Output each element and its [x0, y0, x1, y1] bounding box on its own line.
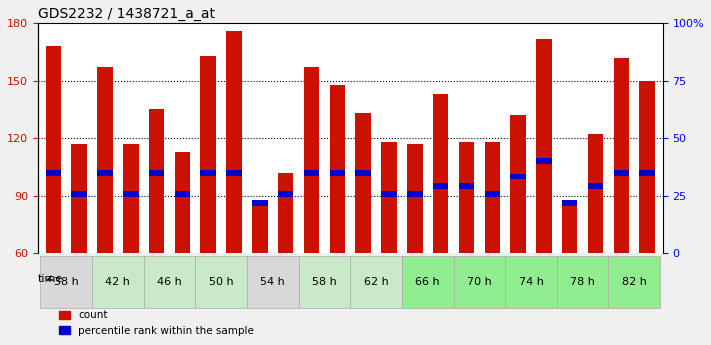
Text: time: time	[38, 274, 63, 284]
Bar	[510, 174, 526, 179]
FancyBboxPatch shape	[92, 256, 144, 308]
Bar	[278, 172, 294, 253]
Bar	[71, 144, 87, 253]
Bar	[123, 191, 139, 197]
Text: 38 h: 38 h	[54, 277, 79, 287]
Bar	[356, 170, 371, 176]
Bar	[484, 142, 500, 253]
Bar	[459, 183, 474, 189]
Bar	[278, 191, 294, 197]
FancyBboxPatch shape	[196, 256, 247, 308]
Bar	[407, 144, 422, 253]
FancyBboxPatch shape	[609, 256, 660, 308]
FancyBboxPatch shape	[506, 256, 557, 308]
Bar	[226, 31, 242, 253]
Text: 70 h: 70 h	[467, 277, 492, 287]
Bar	[149, 109, 164, 253]
Bar	[562, 200, 577, 206]
Text: 78 h: 78 h	[570, 277, 595, 287]
Bar	[588, 183, 604, 189]
FancyBboxPatch shape	[247, 256, 299, 308]
Bar	[639, 170, 655, 176]
Bar	[46, 46, 61, 253]
Bar	[588, 134, 604, 253]
FancyBboxPatch shape	[299, 256, 351, 308]
Text: 54 h: 54 h	[260, 277, 285, 287]
Bar	[433, 94, 449, 253]
Bar	[614, 170, 629, 176]
Text: 82 h: 82 h	[622, 277, 647, 287]
Bar	[510, 115, 526, 253]
Bar	[175, 151, 190, 253]
Text: 46 h: 46 h	[157, 277, 182, 287]
Bar	[97, 67, 112, 253]
Text: 62 h: 62 h	[364, 277, 388, 287]
Bar	[459, 142, 474, 253]
Bar	[123, 144, 139, 253]
Text: 74 h: 74 h	[518, 277, 543, 287]
Bar	[614, 58, 629, 253]
Bar	[201, 56, 216, 253]
Bar	[252, 200, 267, 206]
Bar	[536, 39, 552, 253]
FancyBboxPatch shape	[41, 256, 92, 308]
Bar	[381, 191, 397, 197]
FancyBboxPatch shape	[351, 256, 402, 308]
Bar	[433, 183, 449, 189]
Bar	[639, 81, 655, 253]
Text: 50 h: 50 h	[209, 277, 233, 287]
Bar	[356, 113, 371, 253]
Text: GDS2232 / 1438721_a_at: GDS2232 / 1438721_a_at	[38, 7, 215, 21]
Bar	[304, 170, 319, 176]
Bar	[381, 142, 397, 253]
Bar	[484, 191, 500, 197]
Bar	[252, 203, 267, 253]
Text: 58 h: 58 h	[312, 277, 337, 287]
Bar	[330, 170, 345, 176]
Legend: count, percentile rank within the sample: count, percentile rank within the sample	[55, 306, 258, 340]
Bar	[536, 158, 552, 164]
Bar	[201, 170, 216, 176]
Bar	[149, 170, 164, 176]
Bar	[407, 191, 422, 197]
Bar	[97, 170, 112, 176]
Text: 66 h: 66 h	[415, 277, 440, 287]
Bar	[226, 170, 242, 176]
Bar	[330, 85, 345, 253]
FancyBboxPatch shape	[402, 256, 454, 308]
Text: 42 h: 42 h	[105, 277, 130, 287]
FancyBboxPatch shape	[557, 256, 609, 308]
Bar	[71, 191, 87, 197]
Bar	[46, 170, 61, 176]
FancyBboxPatch shape	[454, 256, 506, 308]
Bar	[562, 203, 577, 253]
Bar	[304, 67, 319, 253]
Bar	[175, 191, 190, 197]
FancyBboxPatch shape	[144, 256, 196, 308]
